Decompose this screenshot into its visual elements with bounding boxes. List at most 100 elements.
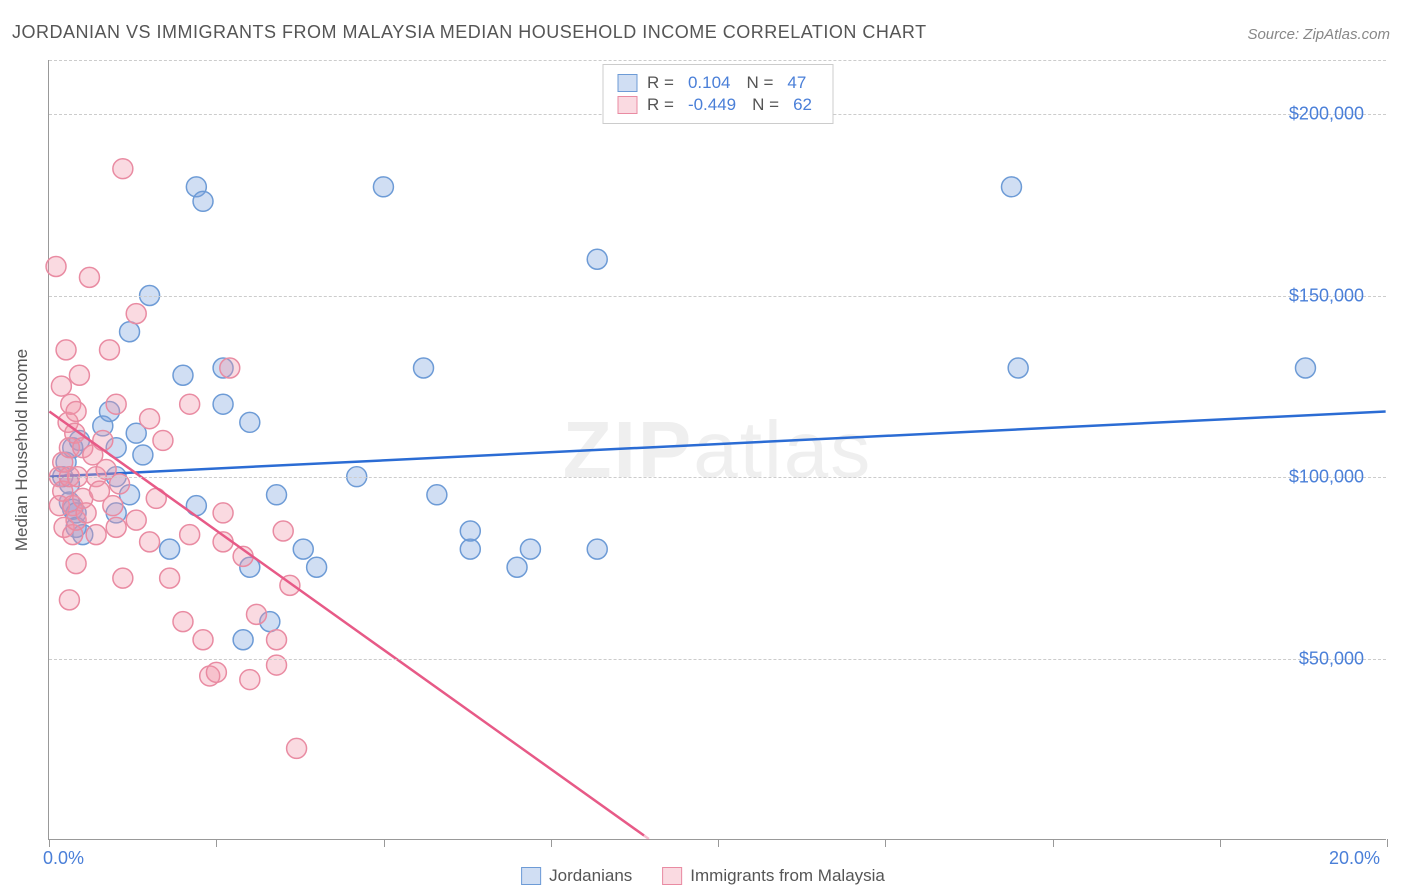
y-tick-label: $100,000 (1289, 467, 1364, 488)
scatter-point (79, 267, 99, 287)
x-tick-label: 20.0% (1329, 848, 1380, 869)
scatter-point (66, 554, 86, 574)
legend-swatch-1 (617, 96, 637, 114)
scatter-point (180, 394, 200, 414)
scatter-point (113, 568, 133, 588)
legend-n-label-0: N = (746, 73, 773, 93)
legend-swatch-0 (617, 74, 637, 92)
scatter-point (414, 358, 434, 378)
scatter-point (106, 394, 126, 414)
y-tick-label: $150,000 (1289, 285, 1364, 306)
legend-row-0: R = 0.104 N = 47 (617, 73, 818, 93)
scatter-point (103, 496, 123, 516)
scatter-point (240, 670, 260, 690)
scatter-point (46, 257, 66, 277)
series-legend-item-1: Immigrants from Malaysia (662, 866, 885, 886)
y-axis-label: Median Household Income (12, 349, 32, 551)
scatter-point (76, 503, 96, 523)
scatter-point (56, 340, 76, 360)
x-tick (1053, 839, 1054, 847)
scatter-point (1001, 177, 1021, 197)
scatter-point (100, 340, 120, 360)
scatter-point (133, 445, 153, 465)
series-name-1: Immigrants from Malaysia (690, 866, 885, 886)
gridline-h (49, 477, 1386, 478)
gridline-h (49, 296, 1386, 297)
x-tick (1220, 839, 1221, 847)
legend-r-label-1: R = (647, 95, 674, 115)
scatter-point (520, 539, 540, 559)
scatter-point (126, 304, 146, 324)
scatter-point (193, 630, 213, 650)
legend-n-value-0: 47 (787, 73, 806, 93)
scatter-point (460, 539, 480, 559)
scatter-point (106, 517, 126, 537)
scatter-point (86, 525, 106, 545)
scatter-point (173, 365, 193, 385)
series-legend: Jordanians Immigrants from Malaysia (521, 866, 885, 886)
scatter-point (267, 485, 287, 505)
x-tick (1387, 839, 1388, 847)
legend-n-value-1: 62 (793, 95, 812, 115)
legend-r-value-0: 0.104 (688, 73, 731, 93)
chart-container: JORDANIAN VS IMMIGRANTS FROM MALAYSIA ME… (0, 0, 1406, 892)
scatter-point (120, 322, 140, 342)
scatter-point (507, 557, 527, 577)
scatter-point (427, 485, 447, 505)
legend-n-label-1: N = (752, 95, 779, 115)
scatter-point (213, 394, 233, 414)
scatter-point (173, 612, 193, 632)
scatter-point (140, 532, 160, 552)
scatter-point (307, 557, 327, 577)
scatter-point (287, 738, 307, 758)
scatter-point (69, 365, 89, 385)
series-name-0: Jordanians (549, 866, 632, 886)
scatter-point (113, 159, 133, 179)
scatter-point (180, 525, 200, 545)
scatter-point (246, 604, 266, 624)
scatter-point (233, 630, 253, 650)
scatter-point (1008, 358, 1028, 378)
scatter-point (160, 539, 180, 559)
x-tick-label: 0.0% (43, 848, 84, 869)
scatter-point (153, 430, 173, 450)
scatter-point (267, 630, 287, 650)
x-tick (885, 839, 886, 847)
series-swatch-1 (662, 867, 682, 885)
scatter-point (66, 401, 86, 421)
scatter-point (140, 409, 160, 429)
legend-row-1: R = -0.449 N = 62 (617, 95, 818, 115)
scatter-point (240, 412, 260, 432)
x-tick (216, 839, 217, 847)
x-tick (718, 839, 719, 847)
scatter-point (587, 539, 607, 559)
correlation-legend: R = 0.104 N = 47 R = -0.449 N = 62 (602, 64, 833, 124)
scatter-point (59, 590, 79, 610)
legend-r-label-0: R = (647, 73, 674, 93)
trend-line-dashed (644, 836, 649, 839)
plot-area: ZIPatlas R = 0.104 N = 47 R = -0.449 N =… (48, 60, 1386, 840)
scatter-point (193, 191, 213, 211)
x-tick (551, 839, 552, 847)
scatter-point (373, 177, 393, 197)
scatter-point (206, 662, 226, 682)
scatter-point (93, 430, 113, 450)
x-tick (384, 839, 385, 847)
series-legend-item-0: Jordanians (521, 866, 632, 886)
legend-r-value-1: -0.449 (688, 95, 736, 115)
plot-svg (49, 60, 1386, 839)
x-tick (49, 839, 50, 847)
gridline-h (49, 60, 1386, 61)
scatter-point (273, 521, 293, 541)
series-swatch-0 (521, 867, 541, 885)
scatter-point (213, 503, 233, 523)
scatter-point (460, 521, 480, 541)
scatter-point (293, 539, 313, 559)
scatter-point (220, 358, 240, 378)
gridline-h (49, 659, 1386, 660)
y-tick-label: $200,000 (1289, 104, 1364, 125)
y-tick-label: $50,000 (1299, 648, 1364, 669)
scatter-point (1295, 358, 1315, 378)
scatter-point (160, 568, 180, 588)
source-label: Source: ZipAtlas.com (1247, 26, 1390, 43)
